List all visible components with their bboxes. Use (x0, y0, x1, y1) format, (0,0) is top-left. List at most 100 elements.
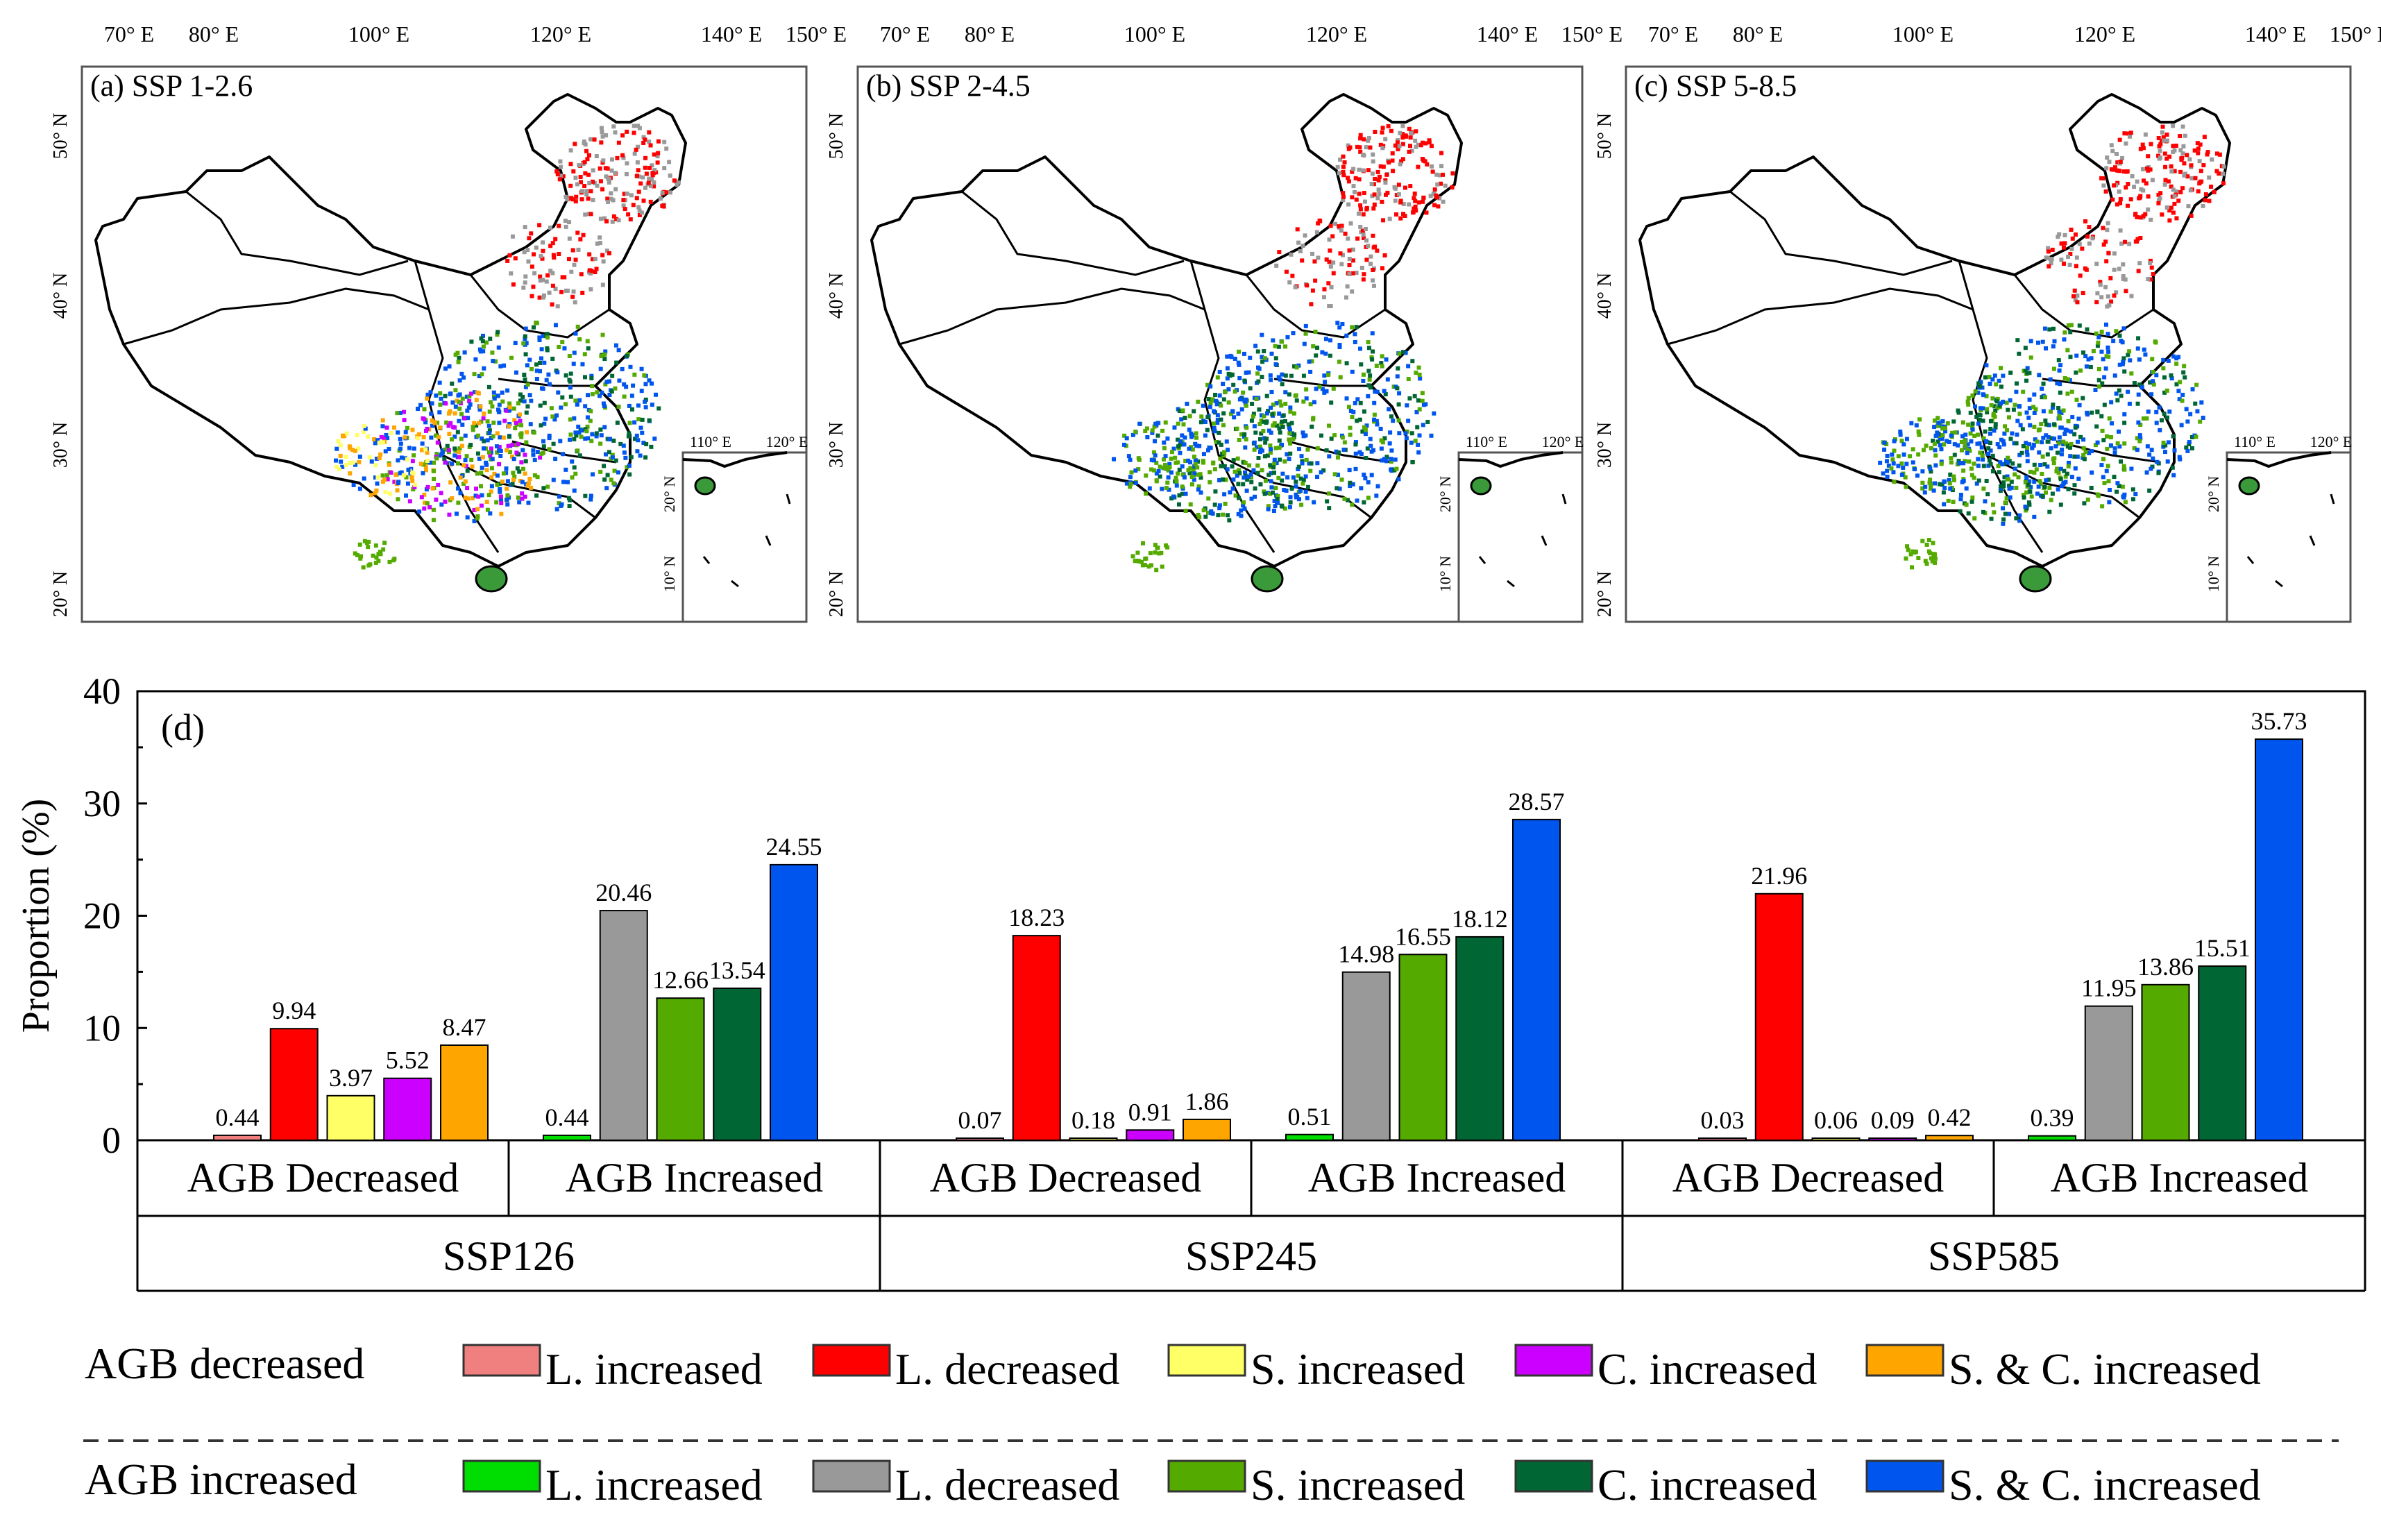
map-dot (1958, 497, 1963, 502)
map-dot (1371, 206, 1376, 211)
map-dot (2171, 187, 2176, 192)
map-dot (622, 394, 627, 399)
map-dot (626, 212, 631, 217)
map-dot (1389, 457, 1393, 462)
map-dot (2109, 167, 2114, 172)
map-dot (2105, 228, 2110, 232)
map-dot (1272, 498, 1277, 503)
map-dot (2017, 463, 2022, 468)
map-dot (523, 274, 528, 279)
map-dot (1363, 476, 1368, 481)
map-dot (378, 550, 382, 555)
map-lon-tick: 70° E (104, 22, 154, 46)
map-dot (1328, 264, 1333, 269)
map-dot (607, 379, 612, 384)
map-dot (373, 475, 378, 480)
map-dot (600, 130, 604, 135)
map-dot (489, 475, 494, 480)
map-dot (1310, 288, 1315, 293)
map-dot (660, 190, 665, 195)
map-dot (1371, 159, 1375, 164)
map-dot (1276, 493, 1280, 498)
map-dot (1236, 511, 1241, 516)
map-dot (465, 515, 470, 520)
map-dot (605, 473, 610, 477)
map-dot (472, 421, 477, 425)
map-dot (2045, 452, 2050, 457)
map-dot (1952, 452, 1957, 457)
map-dot (2109, 299, 2114, 304)
map-dot (568, 437, 573, 442)
map-dot (1272, 471, 1277, 475)
map-dot (2100, 381, 2105, 386)
map-dot (1368, 437, 1373, 441)
bar-value-label: 13.86 (2137, 953, 2194, 981)
map-dot (1984, 394, 1989, 398)
map-dot (2160, 212, 2164, 217)
map-dot (430, 423, 434, 428)
map-dot (2198, 169, 2203, 174)
map-dot (465, 408, 470, 413)
map-dot (2087, 241, 2092, 246)
map-dot (1273, 356, 1278, 361)
map-dot (1239, 508, 1244, 513)
map-dot (1373, 389, 1378, 394)
map-dot (505, 258, 510, 263)
map-dot (1198, 475, 1203, 480)
map-dot (577, 337, 582, 341)
map-dot (396, 458, 400, 463)
map-dot (1976, 421, 1981, 426)
map-dots (333, 124, 681, 570)
map-dot (1295, 227, 1300, 232)
map-dot (1960, 434, 1965, 439)
map-dot (511, 477, 516, 482)
map-dot (1439, 151, 1444, 155)
map-dot (1186, 468, 1191, 473)
map-dot (2108, 435, 2113, 440)
hainan-island (1251, 565, 1284, 593)
map-dot (446, 423, 451, 428)
map-dot (446, 411, 451, 416)
map-dot (558, 159, 563, 164)
map-dot (1986, 446, 1991, 451)
map-dot (1180, 484, 1185, 489)
map-dot (1968, 431, 1973, 436)
map-dot (477, 373, 482, 378)
map-dot (1341, 173, 1346, 178)
map-dot (2117, 444, 2122, 449)
map-dot (523, 334, 527, 339)
map-dot (2158, 155, 2162, 160)
map-dot (469, 457, 474, 462)
map-dot (429, 412, 434, 416)
map-dot (1268, 450, 1273, 455)
map-dot (509, 355, 514, 360)
map-dot (1215, 421, 1220, 425)
legend-label: C. increased (1598, 1344, 1817, 1394)
map-dot (1337, 450, 1341, 455)
map-dot (575, 324, 580, 329)
map-dot (368, 562, 373, 567)
map-dot (545, 335, 550, 340)
map-dot (2112, 183, 2117, 188)
map-dot (474, 398, 479, 403)
map-dot (1155, 433, 1160, 438)
map-dot (2061, 482, 2066, 486)
map-dot (557, 177, 562, 182)
map-dot (541, 439, 546, 443)
map-dot (1398, 198, 1403, 203)
map-dot (1223, 501, 1228, 506)
map-dot (507, 405, 512, 409)
map-dot (486, 384, 491, 389)
map-dot (2002, 431, 2007, 436)
map-dot (554, 413, 559, 418)
map-dot (1370, 171, 1375, 176)
map-dot (1999, 366, 2003, 371)
map-dot (1973, 389, 1978, 394)
map-dot (1196, 487, 1201, 492)
map-dot (1361, 212, 1366, 217)
map-dot (1359, 452, 1364, 457)
map-dot (2026, 415, 2031, 420)
map-dot (1154, 460, 1159, 465)
map-dot (1382, 253, 1387, 257)
